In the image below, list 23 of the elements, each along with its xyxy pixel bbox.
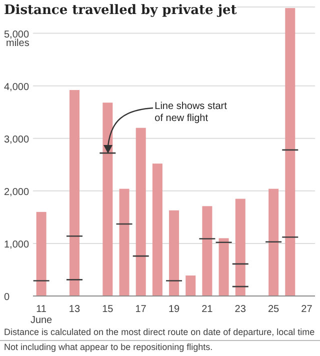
y-tick-label: 5,000 xyxy=(4,29,30,40)
x-tick-label: 27 xyxy=(301,304,313,315)
y-tick-label: 3,000 xyxy=(4,134,30,146)
y-tick-label: 2,000 xyxy=(4,186,30,198)
chart-title: Distance travelled by private jet xyxy=(4,3,237,18)
x-tick-label: 23 xyxy=(234,304,246,315)
x-tick-label: 13 xyxy=(68,304,80,315)
x-tick-label: 25 xyxy=(268,304,280,315)
y-axis-title: miles xyxy=(6,38,30,50)
y-tick-label: 1,000 xyxy=(4,239,30,250)
x-tick-label: 11 June xyxy=(30,304,53,326)
text: Not including what appear to be repositioning flights. xyxy=(4,342,213,352)
bar xyxy=(152,164,162,296)
x-tick-label: 21 xyxy=(202,304,214,315)
y-tick-label: 4,000 xyxy=(4,82,30,93)
x-tick-label: 15 xyxy=(102,304,114,315)
text: Distance is calculated on the most direct route on date of departure, local time xyxy=(4,327,315,337)
bar xyxy=(186,276,196,296)
x-tick-label: 19 xyxy=(168,304,180,315)
x-tick-label: 17 xyxy=(135,304,147,315)
bar xyxy=(218,242,229,296)
y-tick-label: 0 xyxy=(4,292,10,303)
annotation: Line shows start of new flight xyxy=(154,101,228,126)
